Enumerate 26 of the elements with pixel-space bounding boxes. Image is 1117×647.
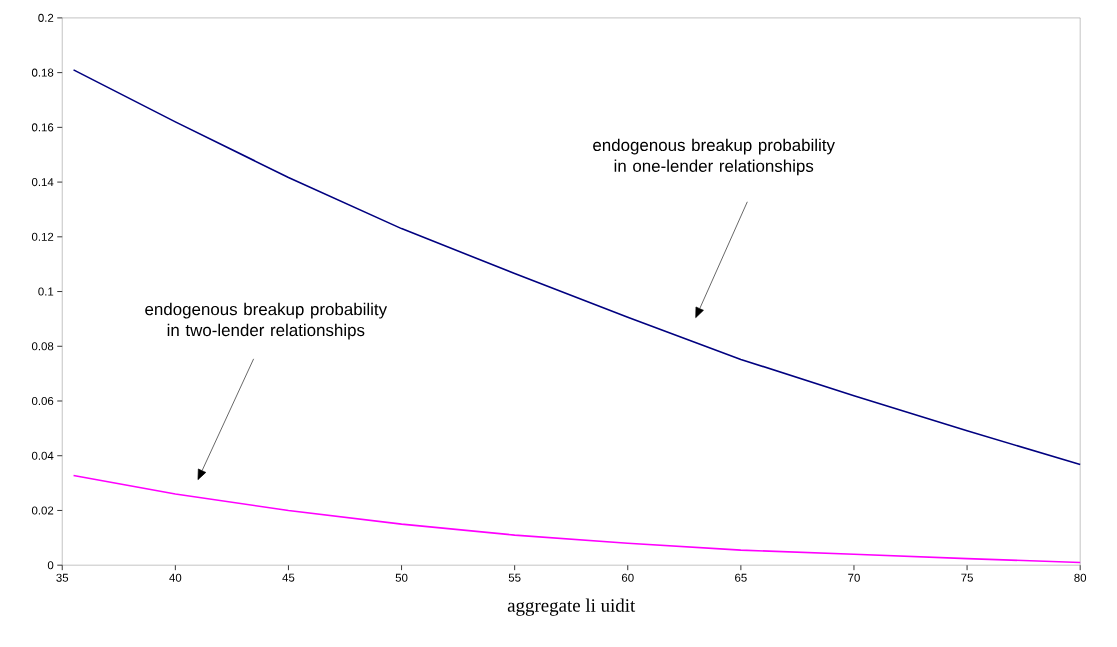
annotation: endogenous breakup probability in two-lender relationships bbox=[145, 302, 388, 340]
annotation: endogenous breakup probability in one-lender relationships bbox=[593, 138, 835, 176]
x-tick-label: 55 bbox=[508, 573, 521, 582]
y-tick-label: 0.18 bbox=[31, 68, 54, 77]
y-tick-label: 0.08 bbox=[31, 342, 54, 351]
y-tick-label: 0.14 bbox=[31, 178, 54, 187]
y-tick-label: 0.12 bbox=[31, 232, 54, 241]
y-tick-label: 0.06 bbox=[31, 397, 54, 406]
y-tick-label: 0.16 bbox=[31, 123, 54, 132]
x-tick-label: 35 bbox=[56, 573, 69, 582]
y-tick-label: 0 bbox=[47, 561, 54, 570]
y-tick-label: 0.2 bbox=[38, 13, 54, 23]
x-tick-label: 80 bbox=[1074, 573, 1087, 582]
x-tick-label: 40 bbox=[169, 573, 182, 582]
line-series bbox=[72, 69, 1081, 466]
x-axis-title: aggregate li uidit bbox=[507, 598, 636, 616]
y-tick-label: 0.04 bbox=[31, 451, 54, 460]
x-tick-label: 60 bbox=[621, 573, 634, 582]
x-tick-label: 70 bbox=[848, 573, 860, 582]
y-tick-label: 0.02 bbox=[31, 506, 54, 515]
line-series bbox=[72, 474, 1081, 564]
x-tick-label: 45 bbox=[282, 573, 295, 582]
y-tick-label: 0.1 bbox=[38, 287, 54, 296]
x-tick-label: 75 bbox=[961, 573, 973, 582]
x-tick-label: 65 bbox=[735, 573, 747, 582]
x-tick-label: 50 bbox=[395, 573, 408, 582]
